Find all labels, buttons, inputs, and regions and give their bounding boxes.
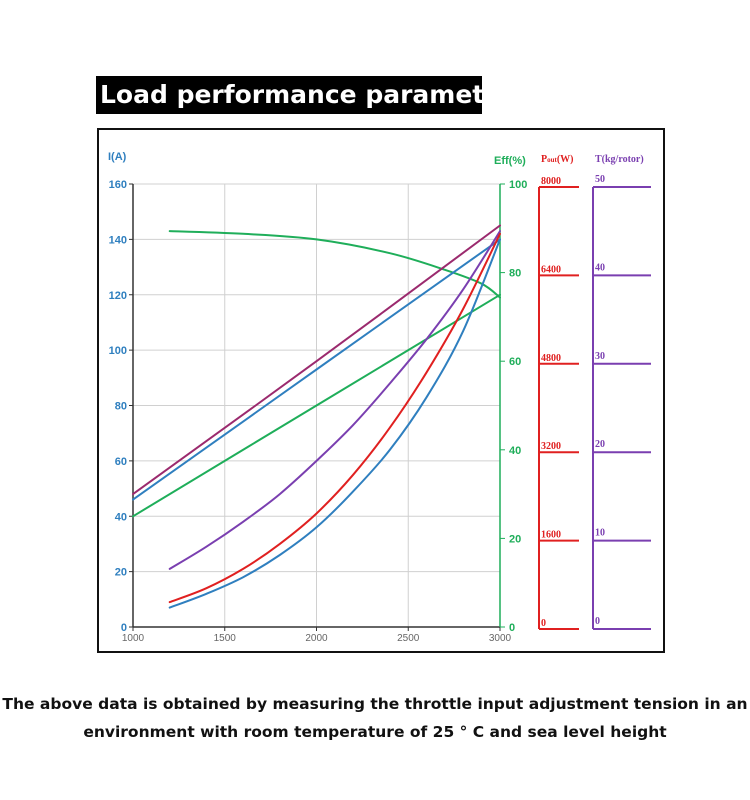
thrust-tick-label: 20 (595, 439, 605, 450)
thrust-tick-label: 10 (595, 528, 605, 539)
x-tick-label: 3000 (489, 633, 512, 644)
left-tick-label: 40 (115, 511, 127, 523)
pout-axis-label-main: P (541, 154, 547, 165)
series-line-3 (132, 224, 501, 496)
thrust-tick-label: 30 (595, 351, 605, 362)
thrust-tick-label: 0 (595, 616, 600, 627)
pout-tick-label: 6400 (541, 264, 561, 275)
thrust-axis-label: T(kg/rotor) (595, 154, 644, 165)
x-tick-label: 1500 (214, 633, 237, 644)
pout-tick-label: 4800 (541, 353, 561, 364)
pout-axis-label: Pout(W) (541, 154, 574, 165)
chart-frame (97, 128, 665, 653)
series-line-1 (168, 230, 501, 299)
pout-tick-label: 1600 (541, 530, 561, 541)
eff-tick-label: 80 (509, 268, 521, 280)
eff-axis-label: Eff(%) (494, 155, 526, 167)
pout-axis-label-unit: (W) (557, 154, 574, 165)
pout-tick-label: 3200 (541, 441, 561, 452)
eff-tick-label: 40 (509, 445, 521, 457)
footnote-line-1: The above data is obtained by measuring … (2, 695, 748, 713)
pout-axis-label-sub: out (547, 156, 557, 164)
eff-tick-label: 0 (509, 622, 515, 634)
footnote: The above data is obtained by measuring … (0, 690, 750, 746)
left-tick-label: 160 (109, 179, 127, 191)
eff-tick-label: 100 (509, 179, 527, 191)
x-tick-label: 2500 (397, 633, 420, 644)
thrust-tick-label: 50 (595, 174, 605, 185)
pout-tick-label: 0 (541, 618, 546, 629)
series-line-5 (168, 230, 501, 570)
left-tick-label: 120 (109, 290, 127, 302)
series-line-4 (132, 238, 501, 501)
x-tick-label: 2000 (305, 633, 328, 644)
series-line-6 (168, 232, 501, 604)
left-tick-label: 140 (109, 234, 127, 246)
left-tick-label: 80 (115, 401, 127, 413)
footnote-line-2: environment with room temperature of 25 … (83, 723, 667, 741)
left-axis-label: I(A) (108, 151, 127, 163)
thrust-tick-label: 40 (595, 262, 605, 273)
eff-tick-label: 20 (509, 533, 521, 545)
left-tick-label: 0 (121, 622, 127, 634)
x-tick-label: 1000 (122, 633, 145, 644)
left-tick-label: 100 (109, 345, 127, 357)
pout-tick-label: 8000 (541, 176, 561, 187)
left-tick-label: 20 (115, 567, 127, 579)
eff-tick-label: 60 (509, 356, 521, 368)
page-title: Load performance parameters (96, 76, 528, 114)
series-line-7 (168, 238, 501, 609)
left-tick-label: 60 (115, 456, 127, 468)
